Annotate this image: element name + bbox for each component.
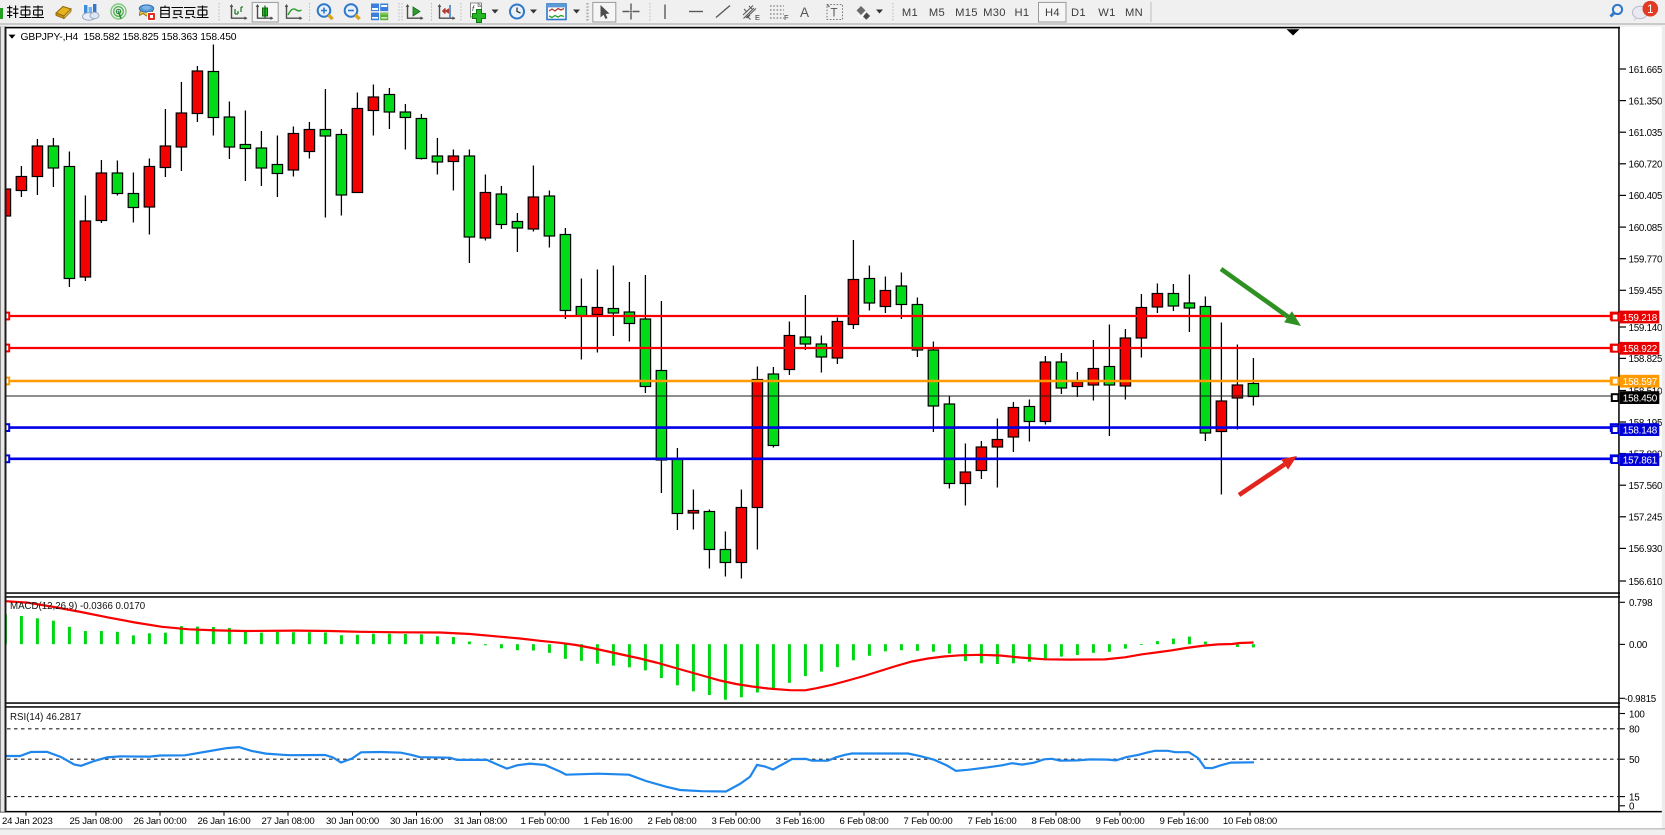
svg-text:0.798: 0.798 — [1629, 598, 1653, 609]
svg-text:0.00: 0.00 — [1629, 640, 1648, 651]
svg-text:160.720: 160.720 — [1629, 160, 1663, 171]
svg-text:7 Feb 16:00: 7 Feb 16:00 — [967, 816, 1016, 827]
svg-text:30 Jan 00:00: 30 Jan 00:00 — [326, 816, 379, 827]
svg-text:158.922: 158.922 — [1623, 344, 1657, 355]
svg-text:7 Feb 00:00: 7 Feb 00:00 — [903, 816, 952, 827]
svg-text:159.455: 159.455 — [1629, 286, 1663, 297]
svg-text:MACD(12,26,9) -0.0366 0.0170: MACD(12,26,9) -0.0366 0.0170 — [10, 601, 146, 612]
svg-text:159.218: 159.218 — [1623, 313, 1658, 324]
svg-text:F: F — [784, 13, 789, 22]
svg-text:160.085: 160.085 — [1629, 223, 1663, 234]
svg-text:161.350: 161.350 — [1629, 96, 1663, 107]
svg-text:31 Jan 08:00: 31 Jan 08:00 — [454, 816, 507, 827]
svg-text:1 Feb 00:00: 1 Feb 00:00 — [520, 816, 569, 827]
svg-text:MN: MN — [1125, 7, 1143, 19]
svg-text:100: 100 — [1629, 709, 1645, 720]
svg-text:10 Feb 08:00: 10 Feb 08:00 — [1223, 816, 1277, 827]
svg-text:159.770: 159.770 — [1629, 255, 1663, 266]
svg-text:158.825: 158.825 — [1629, 354, 1663, 365]
svg-text:D1: D1 — [1071, 7, 1086, 19]
svg-text:M30: M30 — [983, 7, 1006, 19]
svg-text:8 Feb 08:00: 8 Feb 08:00 — [1031, 816, 1080, 827]
svg-text:157.245: 157.245 — [1629, 513, 1663, 524]
svg-text:W1: W1 — [1098, 7, 1115, 19]
svg-text:27 Jan 08:00: 27 Jan 08:00 — [261, 816, 314, 827]
svg-text:A: A — [800, 5, 809, 20]
svg-text:15: 15 — [1629, 792, 1640, 803]
svg-text:6 Feb 08:00: 6 Feb 08:00 — [839, 816, 888, 827]
svg-text:f: f — [472, 4, 475, 13]
svg-text:RSI(14) 46.2817: RSI(14) 46.2817 — [10, 712, 81, 723]
svg-text:26 Jan 00:00: 26 Jan 00:00 — [133, 816, 186, 827]
svg-text:158.148: 158.148 — [1623, 426, 1658, 437]
svg-text:T: T — [831, 8, 838, 20]
svg-text:M15: M15 — [955, 7, 978, 19]
svg-text:0: 0 — [1629, 802, 1635, 813]
svg-text:M1: M1 — [902, 7, 918, 19]
svg-text:2 Feb 08:00: 2 Feb 08:00 — [647, 816, 696, 827]
svg-text:161.035: 161.035 — [1629, 128, 1663, 139]
svg-text:161.665: 161.665 — [1629, 65, 1663, 76]
svg-text:3 Feb 16:00: 3 Feb 16:00 — [775, 816, 824, 827]
svg-text:157.560: 157.560 — [1629, 481, 1663, 492]
svg-text:E: E — [755, 13, 760, 22]
svg-text:9 Feb 16:00: 9 Feb 16:00 — [1159, 816, 1208, 827]
svg-text:25 Jan 08:00: 25 Jan 08:00 — [69, 816, 122, 827]
svg-text:26 Jan 16:00: 26 Jan 16:00 — [197, 816, 250, 827]
svg-text:156.930: 156.930 — [1629, 544, 1663, 555]
svg-text:156.610: 156.610 — [1629, 577, 1663, 588]
svg-text:-0.9815: -0.9815 — [1625, 694, 1657, 705]
svg-text:30 Jan 16:00: 30 Jan 16:00 — [390, 816, 443, 827]
svg-text:1 Feb 16:00: 1 Feb 16:00 — [583, 816, 632, 827]
svg-text:158.597: 158.597 — [1623, 377, 1657, 388]
svg-text:H4: H4 — [1045, 7, 1060, 19]
svg-text:159.140: 159.140 — [1629, 323, 1663, 334]
svg-text:H1: H1 — [1015, 7, 1030, 19]
svg-text:80: 80 — [1629, 725, 1640, 736]
svg-text:158.450: 158.450 — [1623, 394, 1658, 405]
svg-text:50: 50 — [1629, 755, 1640, 766]
svg-text:9 Feb 00:00: 9 Feb 00:00 — [1095, 816, 1144, 827]
svg-text:1: 1 — [1647, 4, 1653, 16]
svg-text:GBPJPY-,H4 158.582 158.825 15: GBPJPY-,H4 158.582 158.825 158.363 158.4… — [21, 32, 237, 43]
svg-text:3 Feb 00:00: 3 Feb 00:00 — [711, 816, 760, 827]
svg-text:160.405: 160.405 — [1629, 191, 1663, 202]
svg-text:24 Jan 2023: 24 Jan 2023 — [2, 816, 53, 827]
svg-text:M5: M5 — [929, 7, 945, 19]
svg-text:157.861: 157.861 — [1623, 456, 1658, 467]
